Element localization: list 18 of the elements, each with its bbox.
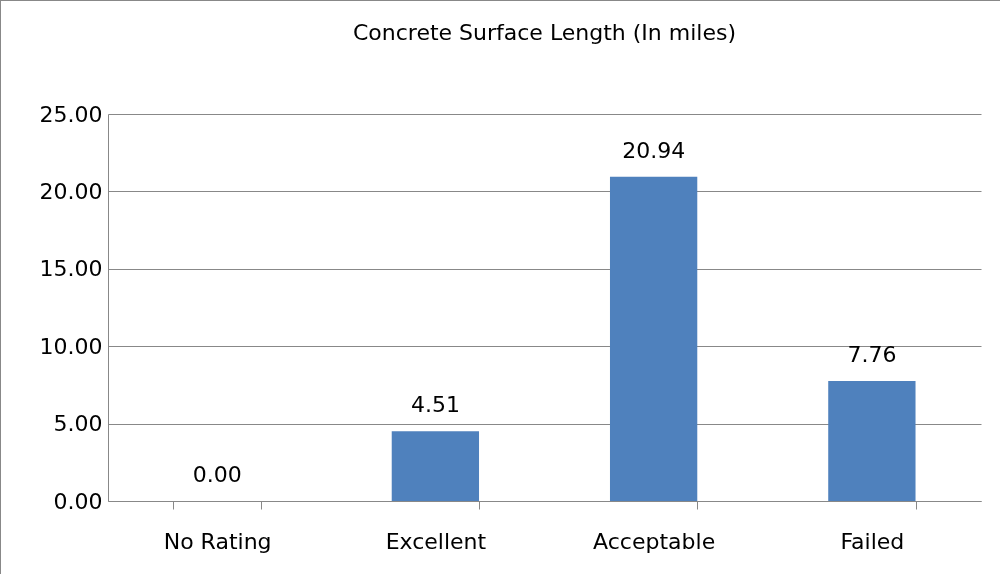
x-tick-label: Failed	[840, 528, 905, 554]
chart-title: Concrete Surface Length (In miles)	[352, 20, 737, 45]
x-tick-label: No Rating	[163, 528, 272, 554]
bar	[828, 380, 916, 501]
y-tick-label: 25.00	[39, 101, 103, 127]
x-tick-label: Excellent	[385, 528, 487, 554]
data-label: 4.51	[410, 392, 460, 418]
y-tick-label: 10.00	[39, 333, 103, 359]
data-label: 7.76	[847, 341, 897, 367]
bar	[609, 176, 698, 501]
x-tick-label: Acceptable	[593, 528, 716, 554]
y-tick-label: 0.00	[53, 488, 103, 514]
bar	[391, 431, 480, 501]
y-tick-label: 20.00	[39, 178, 103, 204]
data-label: 0.00	[192, 462, 242, 487]
y-tick-label: 5.00	[53, 411, 103, 437]
y-tick-label: 15.00	[39, 256, 103, 282]
data-label: 20.94	[622, 137, 686, 163]
